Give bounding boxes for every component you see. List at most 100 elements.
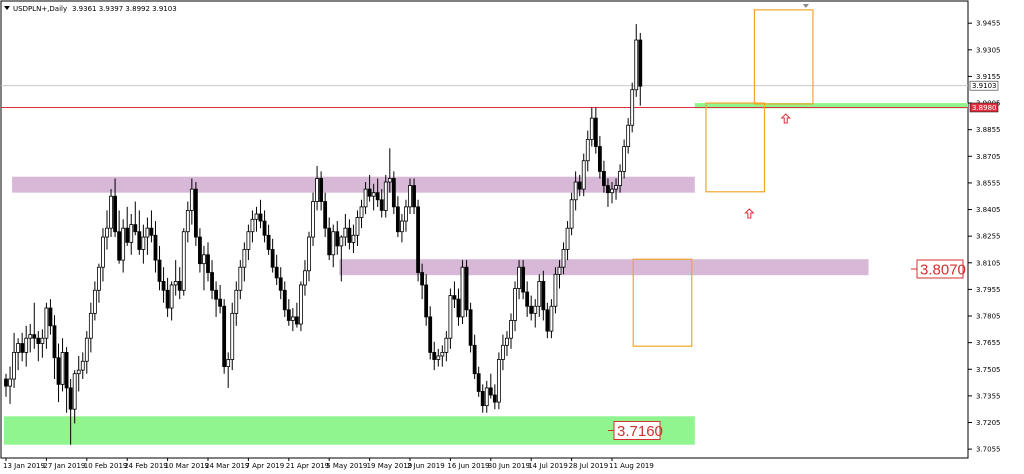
candle-body [24, 337, 29, 353]
candle-body [529, 305, 534, 314]
candle [173, 260, 178, 296]
shift-marker-icon [802, 4, 809, 8]
candle [4, 373, 8, 397]
candle-body [28, 334, 33, 339]
candle-body [488, 387, 493, 396]
candle [363, 182, 368, 214]
candle-body [105, 227, 109, 238]
candle-body [323, 201, 328, 229]
candle-body [440, 352, 445, 357]
candle-body [145, 227, 150, 238]
candle-body [464, 266, 469, 311]
candle-body [165, 289, 170, 309]
candle [541, 270, 546, 321]
candle-body [12, 352, 16, 380]
candle [622, 139, 627, 179]
candle [153, 221, 158, 273]
candle [335, 221, 340, 255]
candle [537, 274, 542, 317]
candle [278, 267, 283, 300]
candle-body [109, 195, 113, 229]
candle-body [185, 210, 190, 233]
candle-body [420, 272, 425, 286]
candle-body [48, 307, 53, 327]
candle-body [363, 188, 368, 208]
candle [214, 281, 218, 317]
candle-body [307, 236, 311, 272]
candle [20, 332, 25, 362]
y-tick-label: 3.7655 [976, 339, 1001, 347]
candle-body [222, 305, 227, 367]
y-tick-label: 3.8405 [976, 206, 1001, 214]
candle [533, 299, 538, 328]
candle-body [557, 266, 562, 275]
support-zone [4, 416, 695, 445]
level-labels: 3.8070 3.7160 [608, 259, 966, 440]
candle [161, 267, 166, 303]
candle [585, 130, 590, 172]
highlight-boxes [632, 9, 814, 347]
x-tick-label: 5 May 2019 [326, 462, 367, 470]
candle [436, 348, 441, 367]
candle-body [282, 289, 287, 311]
y-tick-label: 3.9305 [976, 46, 1001, 54]
candle [367, 174, 372, 202]
candle [440, 345, 445, 367]
candle-body [117, 231, 122, 261]
chart-header: USDPLN+,Daily 3.9361 3.9397 3.8992 3.910… [4, 5, 177, 13]
y-tick-label: 3.8855 [976, 126, 1001, 134]
candle-body [80, 360, 85, 371]
candle-body [173, 281, 178, 286]
current-price-label: 3.9103 [972, 82, 997, 90]
candle [488, 373, 493, 399]
candle-body [121, 227, 126, 261]
candle-body [4, 378, 8, 387]
candle [76, 355, 81, 392]
candle-body [290, 316, 295, 321]
candle [24, 325, 29, 367]
candle [553, 267, 558, 314]
y-tick-label: 3.7205 [976, 419, 1001, 427]
candle-body [311, 201, 315, 238]
candle-body [250, 218, 255, 233]
candle [505, 331, 509, 356]
current-price-tag [969, 80, 999, 91]
candle-body [246, 231, 251, 250]
candle [262, 210, 267, 243]
candle-body [327, 227, 332, 256]
marked-price-label: 3.8980 [972, 104, 997, 112]
candle-body [206, 254, 210, 273]
candle-body [589, 117, 594, 140]
candle-body [549, 305, 554, 332]
candle-body [606, 185, 610, 194]
symbol-label: USDPLN+,Daily [13, 5, 67, 13]
candle [92, 281, 97, 321]
candle-body [137, 231, 142, 250]
candle-body [565, 227, 570, 250]
candle-body [202, 254, 206, 265]
candle [32, 302, 37, 349]
x-tick-label: 24 Mar 2019 [205, 462, 249, 470]
candle [638, 32, 643, 106]
candle [299, 281, 303, 332]
candle [311, 192, 315, 246]
dropdown-triangle-icon[interactable] [4, 6, 10, 10]
candle [432, 341, 437, 371]
candle [121, 219, 126, 273]
candle-body [432, 352, 437, 360]
candle [412, 178, 416, 214]
candle [12, 332, 16, 388]
candle-body [40, 337, 45, 344]
candle-body [278, 277, 283, 291]
candle-body [618, 170, 622, 186]
candle [109, 189, 113, 238]
candle-body [149, 227, 154, 236]
x-tick-label: 16 Jun 2019 [447, 462, 489, 470]
candle-body [129, 224, 134, 243]
candle-body [242, 249, 247, 268]
arrows [744, 113, 791, 219]
candle [606, 178, 610, 207]
chart-background [0, 0, 969, 459]
candle-body [319, 178, 324, 202]
candle-body [234, 289, 239, 314]
